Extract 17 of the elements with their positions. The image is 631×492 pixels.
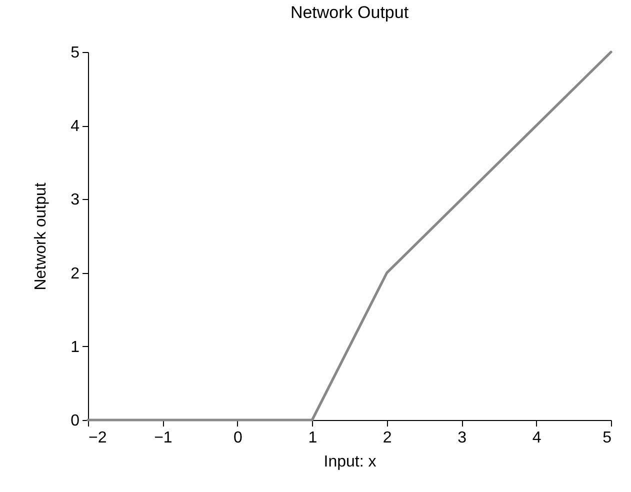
y-axis-title: Network output xyxy=(32,182,50,290)
chart-title: Network Output xyxy=(290,3,409,22)
y-tick-label: 3 xyxy=(70,192,80,209)
x-tick-label: 3 xyxy=(458,430,467,446)
x-tick-label: −1 xyxy=(154,430,172,446)
x-tick-label: 4 xyxy=(532,430,542,446)
y-tick-label: 1 xyxy=(70,338,80,356)
x-axis-title: Input: x xyxy=(324,454,376,470)
x-tick-label: 2 xyxy=(382,430,392,446)
x-tick-label: 5 xyxy=(602,430,612,446)
x-tick-label: 1 xyxy=(308,430,318,446)
y-tick-label: 0 xyxy=(70,412,80,430)
y-tick-label: 5 xyxy=(70,44,80,62)
x-tick-label: 0 xyxy=(233,430,242,446)
x-tick-label: −2 xyxy=(88,430,107,446)
y-tick-label: 2 xyxy=(70,265,80,282)
y-tick-label: 4 xyxy=(70,118,80,136)
